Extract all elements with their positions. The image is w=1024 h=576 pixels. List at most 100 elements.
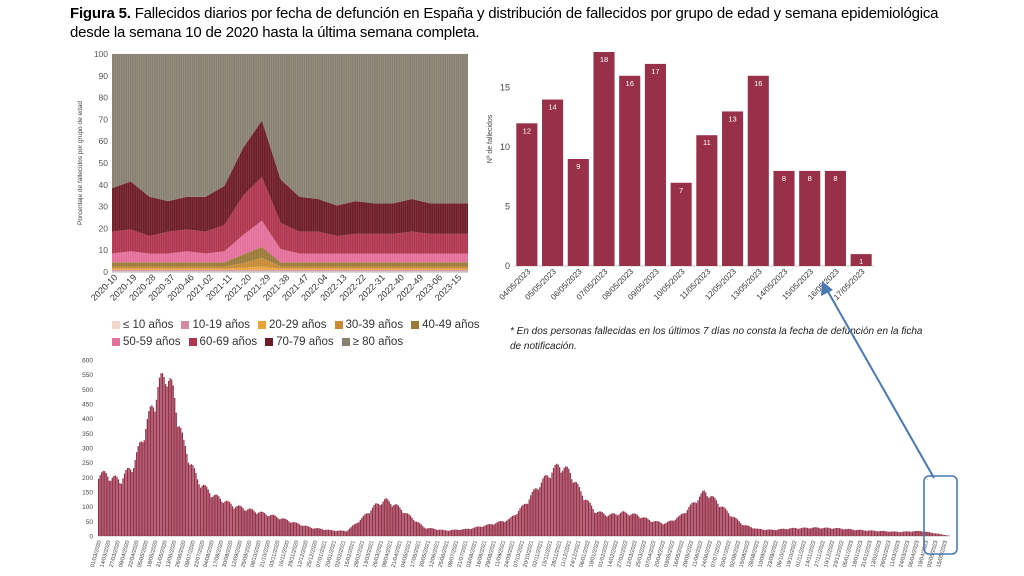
daily-bar <box>744 525 746 536</box>
daily-bar <box>876 531 879 536</box>
daily-bar <box>207 489 209 536</box>
daily-bar <box>854 530 856 536</box>
daily-bar <box>866 530 868 536</box>
daily-bar <box>656 521 658 536</box>
daily-bar <box>228 501 231 536</box>
daily-bar <box>572 482 574 536</box>
daily-bar <box>384 499 386 536</box>
legend-swatch <box>112 337 120 346</box>
daily-bar <box>136 452 138 536</box>
daily-bar <box>931 532 934 536</box>
daily-bar <box>811 527 813 536</box>
y-tick-label: 10 <box>500 142 510 152</box>
daily-bar <box>884 531 886 536</box>
daily-bar <box>110 480 112 536</box>
daily-bar <box>190 464 193 536</box>
y-tick-label: 60 <box>99 136 109 146</box>
daily-bar <box>616 515 619 536</box>
daily-bar <box>380 504 383 536</box>
daily-bar <box>157 387 159 536</box>
bar-value-label: 14 <box>548 103 556 112</box>
daily-bar <box>558 467 561 536</box>
legend-swatch <box>334 320 343 329</box>
daily-bar <box>177 426 179 536</box>
daily-bar <box>415 521 418 536</box>
daily-bar <box>835 527 838 536</box>
daily-bar <box>317 528 319 536</box>
daily-bar <box>565 466 567 536</box>
daily-bar <box>604 515 606 536</box>
daily-bar <box>279 519 281 536</box>
daily-bar <box>399 507 401 536</box>
daily-bar <box>577 483 579 536</box>
bar <box>696 135 718 266</box>
daily-bar <box>347 530 349 536</box>
daily-bar <box>557 464 559 536</box>
daily-bar <box>945 535 947 536</box>
area-series-6 <box>112 220 468 263</box>
daily-bar <box>516 513 518 536</box>
daily-bar <box>793 527 795 536</box>
y-tick-label: 40 <box>99 180 109 190</box>
daily-bar <box>822 528 824 536</box>
daily-bar <box>513 515 515 536</box>
daily-bar <box>349 528 351 536</box>
y-tick-label: 70 <box>99 114 109 124</box>
daily-bar <box>919 531 921 536</box>
daily-bar <box>99 475 101 536</box>
daily-bar <box>426 528 428 536</box>
daily-bar <box>890 531 892 536</box>
y-tick-label: 80 <box>99 93 109 103</box>
daily-bar <box>437 529 439 536</box>
daily-bar <box>298 524 301 536</box>
y-tick-label: 350 <box>82 431 93 438</box>
daily-bar <box>668 520 670 536</box>
area-series-5 <box>112 246 468 267</box>
daily-bar <box>145 428 147 536</box>
bar-value-label: 8 <box>808 174 812 183</box>
daily-bar <box>268 515 270 536</box>
daily-bar <box>444 530 447 536</box>
daily-bar <box>454 529 456 536</box>
daily-bar <box>213 495 215 536</box>
daily-bar <box>580 491 582 536</box>
daily-bar <box>867 530 870 536</box>
daily-bar <box>673 520 675 536</box>
daily-bar <box>858 529 861 536</box>
daily-bar <box>218 496 220 536</box>
daily-bar <box>484 525 486 536</box>
daily-bar <box>598 511 600 536</box>
daily-bar <box>470 528 473 536</box>
daily-bar <box>659 522 661 536</box>
daily-bar <box>161 373 164 536</box>
daily-bar <box>225 500 228 536</box>
daily-bar <box>800 527 803 536</box>
daily-bar <box>638 516 640 536</box>
legend-item: 40-49 años <box>411 317 480 334</box>
daily-bar <box>727 513 730 536</box>
daily-bar <box>245 510 247 536</box>
daily-bar <box>939 534 941 536</box>
daily-bar <box>315 528 317 536</box>
daily-bar <box>359 520 361 536</box>
daily-bar <box>650 521 652 536</box>
daily-bar <box>463 529 465 536</box>
daily-bar <box>753 528 756 536</box>
legend-label: 30-39 años <box>345 319 404 331</box>
legend-label: ≥ 80 años <box>352 336 404 348</box>
daily-bar <box>496 522 498 536</box>
daily-bar <box>770 529 772 536</box>
legend-label: 10-19 años <box>192 319 250 331</box>
y-tick-label: 250 <box>82 460 93 467</box>
daily-bar <box>441 529 444 536</box>
figure-title: Figura 5. Fallecidos diarios por fecha d… <box>70 4 950 42</box>
daily-bar <box>297 523 299 536</box>
figure-title-bold: Figura 5. <box>70 5 131 22</box>
daily-bar <box>400 509 403 536</box>
daily-bar <box>195 473 197 536</box>
daily-bar <box>756 528 759 536</box>
daily-bar <box>507 519 509 536</box>
daily-bar <box>139 442 141 536</box>
daily-bar <box>403 513 406 536</box>
daily-bar <box>253 510 255 536</box>
